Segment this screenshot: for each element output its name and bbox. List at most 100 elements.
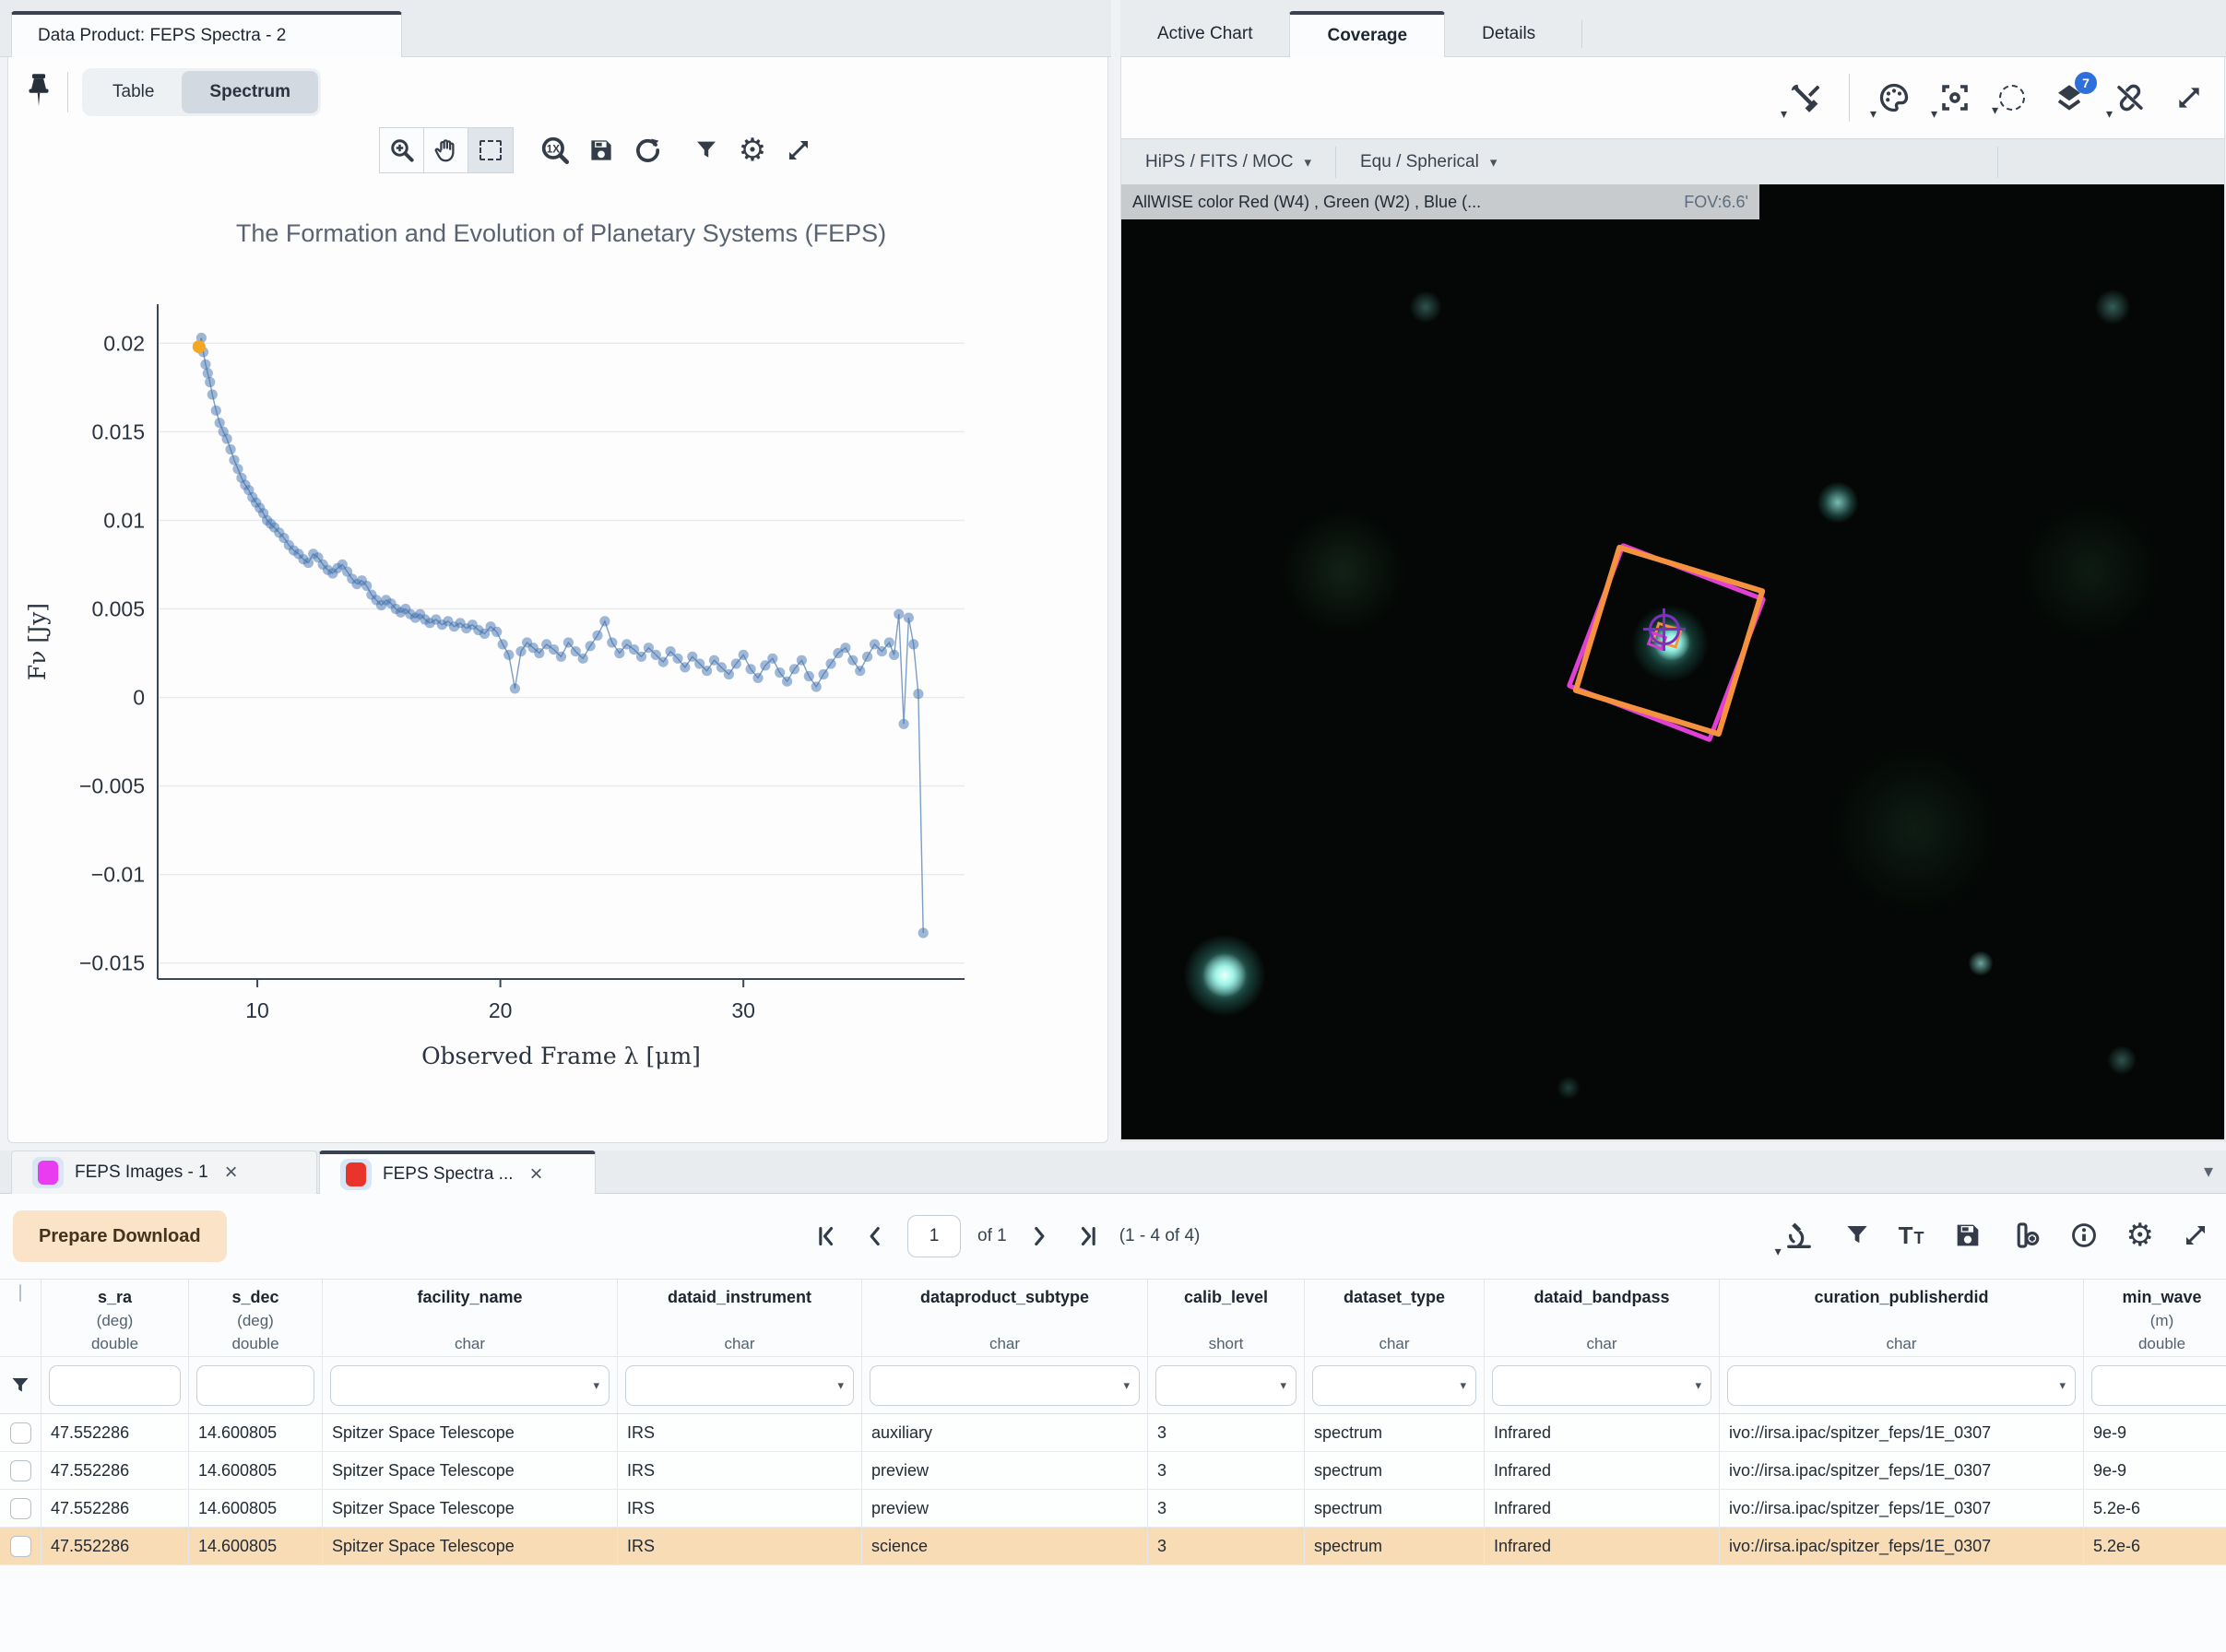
close-icon[interactable]: × <box>225 1162 238 1184</box>
table-row[interactable]: 47.55228614.600805Spitzer Space Telescop… <box>0 1452 2226 1490</box>
table-cell: Infrared <box>1485 1452 1720 1489</box>
zoom-in-icon[interactable] <box>380 128 424 172</box>
next-page-button[interactable] <box>1024 1221 1055 1252</box>
filter-input-calib_level[interactable] <box>1156 1366 1296 1405</box>
tab-feps-spectra[interactable]: FEPS Spectra ... × <box>319 1150 596 1194</box>
svg-text:0: 0 <box>133 686 145 710</box>
panel-header-row: Table Spectrum 1X <box>8 57 1107 127</box>
filter-input-curation_publisherdid[interactable] <box>1728 1366 2075 1405</box>
svg-text:−0.015: −0.015 <box>79 951 145 975</box>
chevron-down-icon: ▾ <box>1460 1378 1466 1393</box>
projection-dropdown-label: Equ / Spherical <box>1360 152 1479 172</box>
box-select-icon[interactable] <box>468 128 513 172</box>
tab-details[interactable]: Details <box>1445 11 1572 57</box>
svg-text:−0.01: −0.01 <box>91 863 145 887</box>
filter-input-facility_name[interactable] <box>331 1366 609 1405</box>
tab-feps-images[interactable]: FEPS Images - 1 × <box>11 1150 317 1194</box>
tab-coverage[interactable]: Coverage <box>1289 11 1445 57</box>
column-header-curation_publisherdid[interactable]: curation_publisherdid char <box>1720 1280 2084 1356</box>
column-header-dataid_bandpass[interactable]: dataid_bandpass char <box>1485 1280 1720 1356</box>
table-row[interactable]: 47.55228614.600805Spitzer Space Telescop… <box>0 1490 2226 1528</box>
table-cell: Infrared <box>1485 1490 1720 1527</box>
filter-input-dataset_type[interactable] <box>1313 1366 1475 1405</box>
tab-active-chart[interactable]: Active Chart <box>1120 11 1289 57</box>
info-icon[interactable] <box>2069 1221 2099 1250</box>
table-save-icon[interactable] <box>1953 1221 1983 1250</box>
chart-settings-icon[interactable]: ⚙ <box>731 128 774 172</box>
filter-input-s_dec[interactable] <box>197 1366 314 1405</box>
view-toggle: Table Spectrum <box>82 68 321 116</box>
chevron-down-icon: ▾ <box>837 1378 844 1393</box>
table-cell: 5.2e-6 <box>2084 1490 2226 1527</box>
restore-chart-icon[interactable] <box>626 128 669 172</box>
chevron-down-icon: ▾ <box>1490 154 1498 171</box>
recenter-icon[interactable]: ▾ <box>1938 81 1971 114</box>
table-row[interactable]: 47.55228614.600805Spitzer Space Telescop… <box>0 1528 2226 1565</box>
filter-input-dataid_instrument[interactable] <box>626 1366 853 1405</box>
projection-dropdown[interactable]: Equ / Spherical ▾ <box>1336 139 1521 184</box>
pan-icon[interactable] <box>424 128 468 172</box>
hips-fits-moc-dropdown[interactable]: HiPS / FITS / MOC ▾ <box>1121 139 1335 184</box>
sky-view[interactable]: AllWISE color Red (W4) , Green (W2) , Bl… <box>1121 184 2224 1139</box>
coverage-expand-icon[interactable] <box>2174 83 2204 112</box>
fov-label: FOV:6.6' <box>1684 193 1748 212</box>
column-header-s_ra[interactable]: s_ra(deg)double <box>41 1280 189 1356</box>
select-region-icon[interactable]: ▾ <box>1999 85 2025 111</box>
close-icon[interactable]: × <box>530 1163 543 1186</box>
table-filter-icon[interactable] <box>1843 1221 1871 1249</box>
save-chart-icon[interactable] <box>580 128 622 172</box>
chart-filter-icon[interactable] <box>685 128 728 172</box>
column-header-dataproduct_subtype[interactable]: dataproduct_subtype char <box>862 1280 1148 1356</box>
table-settings-icon[interactable]: ⚙ <box>2126 1220 2154 1251</box>
prev-page-button[interactable] <box>859 1221 891 1252</box>
row-checkbox[interactable] <box>10 1422 31 1444</box>
table-cell: IRS <box>618 1490 862 1527</box>
select-all-checkbox[interactable] <box>19 1284 21 1302</box>
data-product-tab-label: Data Product: FEPS Spectra - 2 <box>38 26 286 46</box>
row-checkbox[interactable] <box>10 1498 31 1519</box>
data-products-icon[interactable]: ▾ <box>1782 1219 1816 1252</box>
row-checkbox[interactable] <box>10 1460 31 1481</box>
column-header-calib_level[interactable]: calib_level short <box>1148 1280 1305 1356</box>
column-header-min_wave[interactable]: min_wave(m)double <box>2084 1280 2226 1356</box>
tools-icon[interactable]: ▾ <box>1788 81 1821 114</box>
svg-text:30: 30 <box>731 998 755 1022</box>
table-cell: 3 <box>1148 1528 1305 1564</box>
spectrum-chart[interactable]: The Formation and Evolution of Planetary… <box>10 175 1107 1138</box>
table-expand-icon[interactable] <box>2182 1221 2209 1249</box>
filter-input-dataid_bandpass[interactable] <box>1493 1366 1711 1405</box>
layers-icon[interactable]: 7 <box>2053 81 2086 114</box>
column-header-s_dec[interactable]: s_dec(deg)double <box>189 1280 323 1356</box>
prepare-download-button[interactable]: Prepare Download <box>13 1210 227 1262</box>
pin-icon[interactable] <box>23 72 54 109</box>
filter-input-dataproduct_subtype[interactable] <box>870 1366 1139 1405</box>
table-cell: 14.600805 <box>189 1452 323 1489</box>
table-view-button[interactable]: Table <box>85 71 182 113</box>
filter-input-s_ra[interactable] <box>50 1366 180 1405</box>
first-page-button[interactable] <box>811 1221 843 1252</box>
last-page-button[interactable] <box>1072 1221 1103 1252</box>
add-column-icon[interactable] <box>2010 1220 2042 1251</box>
chart-expand-icon[interactable] <box>777 128 820 172</box>
table-cell: Spitzer Space Telescope <box>323 1452 618 1489</box>
table-cell: 47.552286 <box>41 1414 189 1451</box>
table-cell: 14.600805 <box>189 1414 323 1451</box>
table-cell: spectrum <box>1305 1452 1485 1489</box>
tab-list-chevron-down-icon[interactable]: ▾ <box>2204 1160 2213 1183</box>
zoom-original-icon[interactable]: 1X <box>534 128 576 172</box>
text-view-icon[interactable]: TT <box>1899 1221 1925 1250</box>
filter-row-icon[interactable] <box>9 1375 31 1397</box>
color-palette-icon[interactable]: ▾ <box>1877 81 1911 114</box>
column-header-dataset_type[interactable]: dataset_type char <box>1305 1280 1485 1356</box>
table-row[interactable]: 47.55228614.600805Spitzer Space Telescop… <box>0 1414 2226 1452</box>
column-header-dataid_instrument[interactable]: dataid_instrument char <box>618 1280 862 1356</box>
filter-input-min_wave[interactable] <box>2092 1366 2226 1405</box>
unlink-icon[interactable]: ▾ <box>2114 81 2147 114</box>
page-number-input[interactable] <box>907 1215 961 1257</box>
spectrum-view-button[interactable]: Spectrum <box>182 71 318 113</box>
column-header-facility_name[interactable]: facility_name char <box>323 1280 618 1356</box>
table-cell: Spitzer Space Telescope <box>323 1490 618 1527</box>
tab-data-product[interactable]: Data Product: FEPS Spectra - 2 <box>11 11 402 57</box>
row-checkbox[interactable] <box>10 1536 31 1557</box>
divider <box>1581 20 1582 48</box>
